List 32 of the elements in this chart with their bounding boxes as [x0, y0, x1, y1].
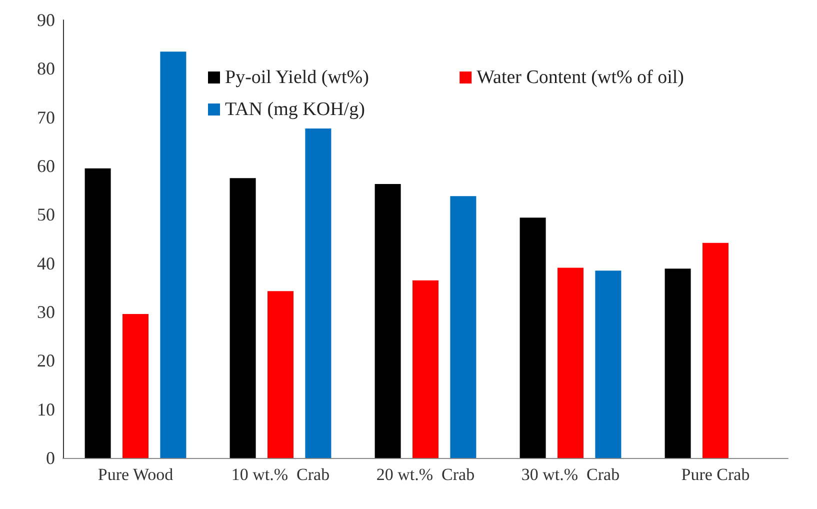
bar — [84, 168, 111, 458]
bar — [374, 184, 401, 458]
x-tick-label: 30 wt.% Crab — [521, 465, 620, 484]
y-tick-label: 90 — [37, 10, 55, 30]
bar — [160, 52, 186, 458]
y-tick-label: 70 — [37, 107, 55, 128]
bar — [558, 268, 584, 458]
y-tick-label: 50 — [37, 204, 55, 225]
bar — [450, 196, 476, 458]
bar — [268, 291, 294, 458]
bar — [664, 268, 691, 458]
x-tick-label: Pure Crab — [681, 465, 750, 484]
y-tick-label: 80 — [37, 58, 55, 79]
legend-label: TAN (mg KOH/g) — [225, 99, 365, 120]
bar — [412, 280, 438, 458]
x-tick-label: 10 wt.% Crab — [231, 465, 330, 484]
y-tick-label: 0 — [46, 448, 55, 468]
bar — [230, 178, 256, 458]
y-tick-label: 10 — [37, 399, 55, 420]
bar — [520, 218, 546, 458]
y-tick-label: 60 — [37, 156, 55, 176]
x-tick-label: Pure Wood — [98, 465, 174, 484]
x-tick-label: 20 wt.% Crab — [376, 465, 475, 484]
legend-label: Water Content (wt% of oil) — [476, 67, 684, 88]
y-tick-label: 40 — [37, 253, 55, 274]
legend-label: Py-oil Yield (wt%) — [225, 67, 369, 88]
bar — [702, 242, 728, 458]
bar — [305, 128, 332, 458]
bar — [122, 314, 148, 458]
y-tick-label: 30 — [37, 302, 55, 322]
bar — [595, 270, 622, 458]
y-tick-label: 20 — [37, 350, 55, 371]
